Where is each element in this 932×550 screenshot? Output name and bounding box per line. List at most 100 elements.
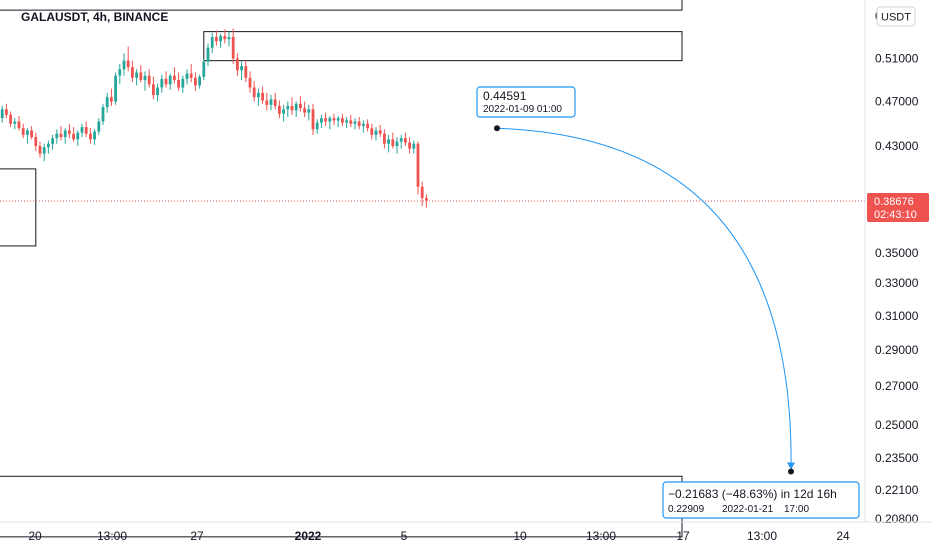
candle xyxy=(269,95,273,111)
candles xyxy=(0,28,428,208)
zone-box[interactable] xyxy=(203,31,683,62)
candle xyxy=(89,128,92,144)
candle xyxy=(185,69,189,85)
price-axis[interactable]: 0.51000 0.47000 0.43000 0.35000 0.33000 0.310… xyxy=(875,9,919,526)
time-axis[interactable]: 20 13:00 27 2022 5 10 13:00 17 13:00 24 xyxy=(28,529,850,543)
candle xyxy=(278,100,281,119)
candle xyxy=(206,43,210,67)
candle xyxy=(257,88,260,106)
candle xyxy=(244,60,248,83)
candle xyxy=(349,114,353,128)
candle xyxy=(126,46,130,72)
time-tick-label: 24 xyxy=(836,529,850,543)
candle xyxy=(122,53,126,76)
candle xyxy=(147,69,151,88)
candle xyxy=(152,76,155,100)
zone-box[interactable] xyxy=(0,475,683,538)
price-tick-label: 0.33000 xyxy=(875,276,919,290)
candle xyxy=(55,129,59,144)
price-tick-label: 0.51000 xyxy=(875,52,919,66)
candle xyxy=(118,63,122,85)
projection-start-label[interactable]: 0.44591 2022-01-09 01:00 xyxy=(476,86,576,118)
arrow-head-icon xyxy=(787,462,795,470)
candle xyxy=(105,92,109,113)
candle xyxy=(17,115,21,131)
candle xyxy=(332,113,336,125)
projection-path[interactable] xyxy=(494,125,795,475)
candle xyxy=(240,61,243,80)
candle xyxy=(76,130,80,146)
candle xyxy=(315,119,319,134)
projection-arc[interactable] xyxy=(496,127,792,472)
candle xyxy=(408,137,411,154)
candle xyxy=(223,29,227,44)
time-tick-label: 13:00 xyxy=(97,529,127,543)
candle xyxy=(164,71,168,88)
candle xyxy=(290,97,294,115)
candle xyxy=(139,64,143,83)
candle xyxy=(261,86,264,104)
candle xyxy=(265,92,269,111)
candle xyxy=(173,67,176,84)
candle xyxy=(131,60,134,83)
start-date: 2022-01-09 01:00 xyxy=(483,104,562,115)
candle xyxy=(362,120,365,133)
candle xyxy=(391,132,395,149)
candle xyxy=(42,143,46,162)
candle xyxy=(38,141,42,158)
candle xyxy=(97,118,101,135)
projection-end-point[interactable] xyxy=(788,468,794,475)
candle xyxy=(21,123,25,139)
candle xyxy=(231,28,235,64)
time-tick-label: 13:00 xyxy=(747,529,777,543)
projection-end-label[interactable]: −0.21683 (−48.63%) in 12d 16h 0.22909 20… xyxy=(662,481,860,519)
time-tick-label: 20 xyxy=(28,529,42,543)
candle xyxy=(236,53,239,76)
price-tick-label: 0.43000 xyxy=(875,139,919,153)
candle xyxy=(273,92,277,110)
candle xyxy=(303,101,306,118)
candle xyxy=(160,74,164,93)
zone-box[interactable] xyxy=(0,168,37,247)
start-price: 0.44591 xyxy=(483,89,527,103)
candle xyxy=(282,104,285,122)
price-tick-label: 0.29000 xyxy=(875,343,919,357)
time-tick-label: 27 xyxy=(190,529,204,543)
candle xyxy=(202,58,206,80)
candle xyxy=(135,69,138,86)
candle xyxy=(420,181,424,207)
time-tick-label: 2022 xyxy=(295,529,322,543)
candle xyxy=(34,132,38,152)
candle xyxy=(294,101,298,118)
currency-button[interactable]: USDT xyxy=(876,6,916,27)
candle xyxy=(181,75,185,93)
candle xyxy=(156,83,159,102)
candle xyxy=(219,33,222,48)
price-tick-label: 0.31000 xyxy=(875,309,919,323)
candle xyxy=(378,124,382,138)
candle xyxy=(198,74,201,89)
candle xyxy=(387,134,390,153)
candle xyxy=(210,32,214,54)
candle xyxy=(353,118,357,130)
candle xyxy=(383,129,386,149)
time-tick-label: 17 xyxy=(676,529,690,543)
candle xyxy=(324,112,327,126)
time-tick-label: 10 xyxy=(513,529,527,543)
candle xyxy=(63,128,67,144)
candle xyxy=(13,118,17,130)
candle xyxy=(370,123,374,140)
candle xyxy=(68,123,71,139)
price-tick-label: 0.20800 xyxy=(875,512,919,526)
candle xyxy=(143,71,147,91)
candle xyxy=(307,104,311,121)
zone-box[interactable] xyxy=(0,0,683,11)
candle xyxy=(336,115,340,128)
candle xyxy=(51,134,54,150)
candle xyxy=(374,127,378,141)
currency-button-label: USDT xyxy=(881,12,911,24)
candle xyxy=(9,111,12,128)
projection-start-point[interactable] xyxy=(494,125,500,132)
candle xyxy=(0,105,4,123)
